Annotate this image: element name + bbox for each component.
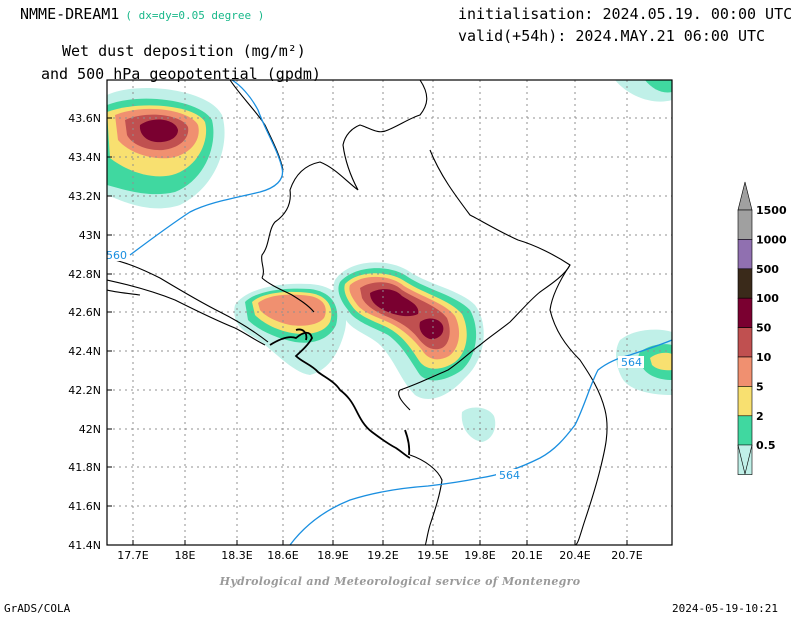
lon-tick-label: 19.2E: [367, 549, 398, 562]
contour-label-564-east: 564: [621, 356, 642, 369]
lat-tick-label: 42.8N: [68, 268, 101, 281]
legend-top-arrow: [737, 181, 753, 211]
legend: 1500 1000 500 100 50 10 5 2 0.5: [737, 181, 787, 475]
lat-tick-label: 41.8N: [68, 461, 101, 474]
legend-level-label: 10: [756, 351, 772, 364]
footer-software: GrADS/COLA: [4, 602, 71, 615]
lon-tick-label: 19.8E: [464, 549, 495, 562]
lon-tick-label: 19.5E: [417, 549, 448, 562]
country-borders: [107, 80, 608, 545]
y-axis: 43.6N 43.4N 43.2N 43N 42.8N 42.6N 42.4N 42.2N 42…: [68, 112, 112, 552]
legend-swatch: [737, 386, 753, 417]
lon-tick-label: 20.1E: [511, 549, 542, 562]
dust-blob-northeast-core: [645, 80, 672, 93]
legend-swatch: [737, 297, 753, 328]
lat-tick-label: 41.4N: [68, 539, 101, 552]
model-resolution: ( dx=dy=0.05 degree ): [125, 9, 265, 22]
lat-tick-label: 43.6N: [68, 112, 101, 125]
legend-level-label: 500: [756, 263, 779, 276]
graticule: [107, 80, 672, 545]
lat-tick-label: 43.4N: [68, 151, 101, 164]
legend-level-label: 50: [756, 322, 772, 335]
legend-level-label: 1000: [756, 233, 787, 246]
dust-deposition-field: 560 564 564: [106, 80, 672, 545]
initialisation-time: initialisation: 2024.05.19. 00:00 UTC: [458, 5, 793, 23]
legend-level-label: 5: [756, 380, 764, 393]
contour-labels: 560 564 564: [106, 249, 644, 482]
legend-level-label: 0.5: [756, 439, 776, 452]
legend-swatch: [737, 415, 753, 446]
lon-tick-label: 18.3E: [221, 549, 252, 562]
lon-tick-label: 20.4E: [559, 549, 590, 562]
legend-level-label: 1500: [756, 204, 787, 217]
dust-blob-northwest: [107, 87, 225, 209]
legend-bottom-arrow: [737, 444, 753, 475]
legend-swatch: [737, 268, 753, 299]
map-title-line1: Wet dust deposition (mg/m²): [62, 42, 306, 60]
lat-tick-label: 43N: [79, 229, 101, 242]
legend-level-label: 2: [756, 410, 764, 423]
legend-swatch: [737, 239, 753, 270]
dust-blob-south: [461, 407, 496, 442]
lon-tick-label: 18.6E: [267, 549, 298, 562]
x-axis: 17.7E 18E 18.3E 18.6E 18.9E 19.2E 19.5E 19.8E 20…: [117, 540, 643, 562]
lat-tick-label: 42.2N: [68, 384, 101, 397]
contour-label-560: 560: [106, 249, 127, 262]
lon-tick-label: 18.9E: [317, 549, 348, 562]
dust-blob-central-west: [234, 283, 347, 375]
legend-swatch: [737, 209, 753, 240]
legend-level-label: 100: [756, 292, 779, 305]
footer-timestamp: 2024-05-19-10:21: [672, 602, 778, 615]
footer-credit: Hydrological and Meteorological service …: [219, 575, 581, 588]
coastline: [269, 328, 411, 459]
lon-tick-label: 20.7E: [611, 549, 642, 562]
model-name: NMME-DREAM1 ( dx=dy=0.05 degree ): [20, 5, 264, 23]
lat-tick-label: 42N: [79, 423, 101, 436]
model-name-text: NMME-DREAM1: [20, 5, 120, 23]
dust-blob-central: [333, 262, 484, 399]
lon-tick-label: 18E: [175, 549, 196, 562]
map-title-line2: and 500 hPa geopotential (gpdm): [41, 65, 321, 83]
lat-tick-label: 42.6N: [68, 306, 101, 319]
lat-tick-label: 41.6N: [68, 500, 101, 513]
legend-swatch: [737, 327, 753, 358]
contour-label-564-south: 564: [499, 469, 520, 482]
valid-time: valid(+54h): 2024.MAY.21 06:00 UTC: [458, 27, 766, 45]
lat-tick-label: 43.2N: [68, 190, 101, 203]
lon-tick-label: 17.7E: [117, 549, 148, 562]
legend-swatch: [737, 356, 753, 387]
lat-tick-label: 42.4N: [68, 345, 101, 358]
